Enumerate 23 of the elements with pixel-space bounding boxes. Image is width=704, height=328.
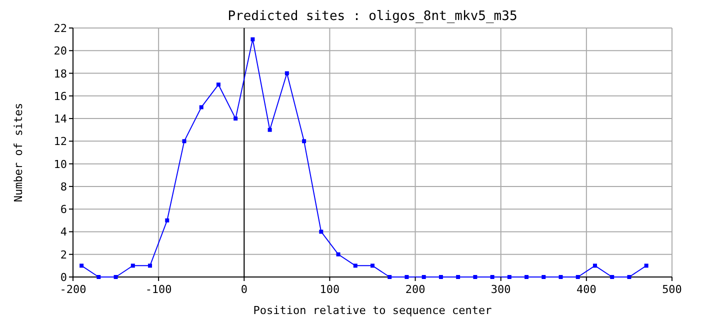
- y-tick-label: 0: [60, 271, 67, 284]
- x-tick-label: 500: [662, 283, 682, 296]
- y-tick-label: 20: [54, 44, 67, 58]
- y-tick-label: 14: [54, 112, 68, 126]
- y-tick-label: 12: [54, 135, 67, 148]
- y-tick-label: 6: [60, 203, 67, 216]
- x-tick-label: 200: [405, 283, 426, 296]
- x-axis-title: Position relative to sequence center: [253, 304, 492, 317]
- y-tick-label: 22: [54, 22, 67, 35]
- x-tick-label: 100: [320, 283, 340, 296]
- x-tick-label: -200: [60, 283, 86, 296]
- y-tick-label: 2: [60, 248, 67, 262]
- x-tick-label: 400: [576, 283, 596, 296]
- y-tick-label: 4: [60, 226, 68, 239]
- y-tick-label: 16: [54, 90, 67, 103]
- x-tick-label: 0: [240, 283, 248, 296]
- x-tick-label: 300: [490, 283, 511, 296]
- y-tick-label: 10: [54, 158, 67, 171]
- y-tick-label: 8: [60, 180, 67, 194]
- x-tick-label: -100: [145, 283, 172, 296]
- chart-title: Predicted sites : oligos_8nt_mkv5_m35: [228, 9, 518, 24]
- y-tick-label: 18: [54, 67, 67, 80]
- y-axis-title: Number of sites: [12, 102, 25, 202]
